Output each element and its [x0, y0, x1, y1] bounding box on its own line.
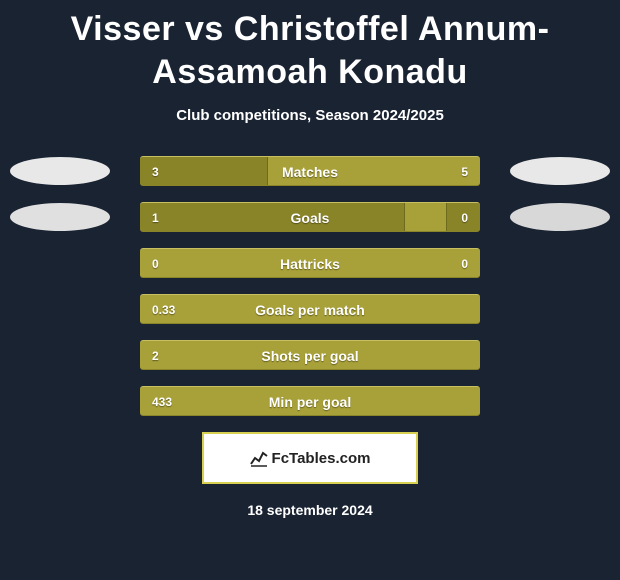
player-badge-left: [10, 203, 110, 231]
stat-row: 0.33Goals per match: [0, 294, 620, 324]
stat-label: Shots per goal: [140, 341, 480, 370]
stat-label: Hattricks: [140, 249, 480, 278]
stat-row: 2Shots per goal: [0, 340, 620, 370]
stat-bar: 433Min per goal: [140, 386, 480, 416]
brand-box: FcTables.com: [202, 432, 418, 484]
stat-row: 10Goals: [0, 202, 620, 232]
stat-row: 433Min per goal: [0, 386, 620, 416]
date-text: 18 september 2024: [0, 502, 620, 518]
stat-label: Matches: [140, 157, 480, 186]
stats-area: 35Matches 10Goals 00Hattricks 0.33Goals per…: [0, 156, 620, 416]
player-badge-right: [510, 157, 610, 185]
stat-bar: 10Goals: [140, 202, 480, 232]
subtitle: Club competitions, Season 2024/2025: [0, 107, 620, 124]
player-badge-right: [510, 203, 610, 231]
stat-bar: 35Matches: [140, 156, 480, 186]
stat-label: Goals per match: [140, 295, 480, 324]
stat-row: 35Matches: [0, 156, 620, 186]
stat-row: 00Hattricks: [0, 248, 620, 278]
page-title: Visser vs Christoffel Annum-Assamoah Kon…: [0, 0, 620, 93]
comparison-infographic: Visser vs Christoffel Annum-Assamoah Kon…: [0, 0, 620, 580]
fctables-logo-icon: [250, 449, 268, 467]
player-badge-left: [10, 157, 110, 185]
stat-label: Min per goal: [140, 387, 480, 416]
stat-bar: 2Shots per goal: [140, 340, 480, 370]
stat-bar: 0.33Goals per match: [140, 294, 480, 324]
stat-bar: 00Hattricks: [140, 248, 480, 278]
stat-label: Goals: [140, 203, 480, 232]
brand-text: FcTables.com: [272, 450, 371, 467]
